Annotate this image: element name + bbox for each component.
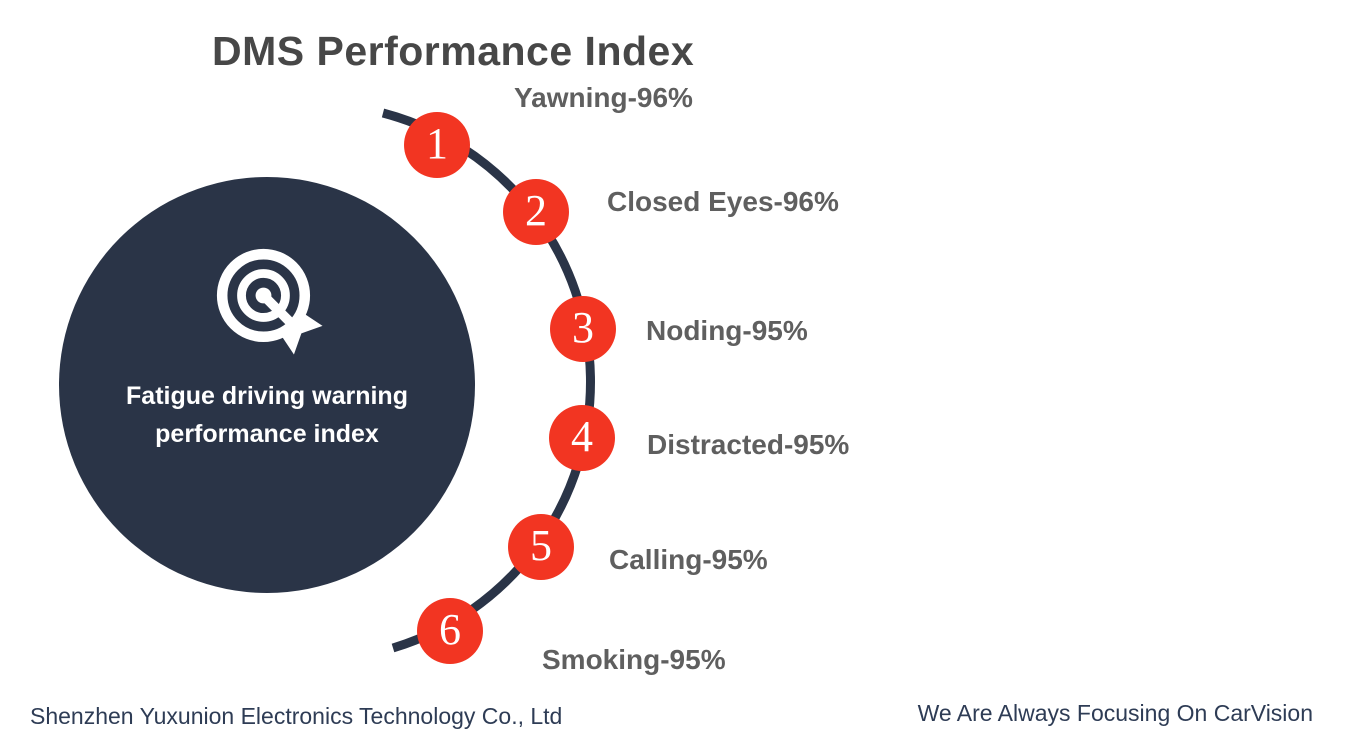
node-4-number: 4 <box>571 411 593 461</box>
node-6-number: 6 <box>439 604 461 654</box>
center-circle-text: Fatigue driving warning performance inde… <box>59 377 475 453</box>
node-3-number: 3 <box>572 302 594 352</box>
node-6: 6 <box>417 598 483 664</box>
item-label-distracted: Distracted-95% <box>647 429 850 460</box>
node-3: 3 <box>550 296 616 362</box>
node-4: 4 <box>549 405 615 471</box>
item-label-calling: Calling-95% <box>609 544 768 575</box>
item-label-closed-eyes: Closed Eyes-96% <box>607 186 839 217</box>
item-label-noding: Noding-95% <box>646 315 808 346</box>
item-label-smoking: Smoking-95% <box>542 644 726 675</box>
item-label-yawning: Yawning-96% <box>514 82 693 113</box>
center-text-line2: performance index <box>155 420 379 448</box>
center-circle: Fatigue driving warning performance inde… <box>59 177 475 593</box>
footer-slogan: We Are Always Focusing On CarVision <box>917 700 1313 726</box>
page-title: DMS Performance Index <box>212 28 695 74</box>
node-2: 2 <box>503 179 569 245</box>
target-dart-icon <box>216 248 323 355</box>
node-1: 1 <box>404 112 470 178</box>
node-5: 5 <box>508 514 574 580</box>
node-5-number: 5 <box>530 520 552 570</box>
node-1-number: 1 <box>426 118 448 168</box>
node-2-number: 2 <box>525 185 547 235</box>
footer-company-name: Shenzhen Yuxunion Electronics Technology… <box>30 703 563 729</box>
center-text-line1: Fatigue driving warning <box>126 382 408 410</box>
